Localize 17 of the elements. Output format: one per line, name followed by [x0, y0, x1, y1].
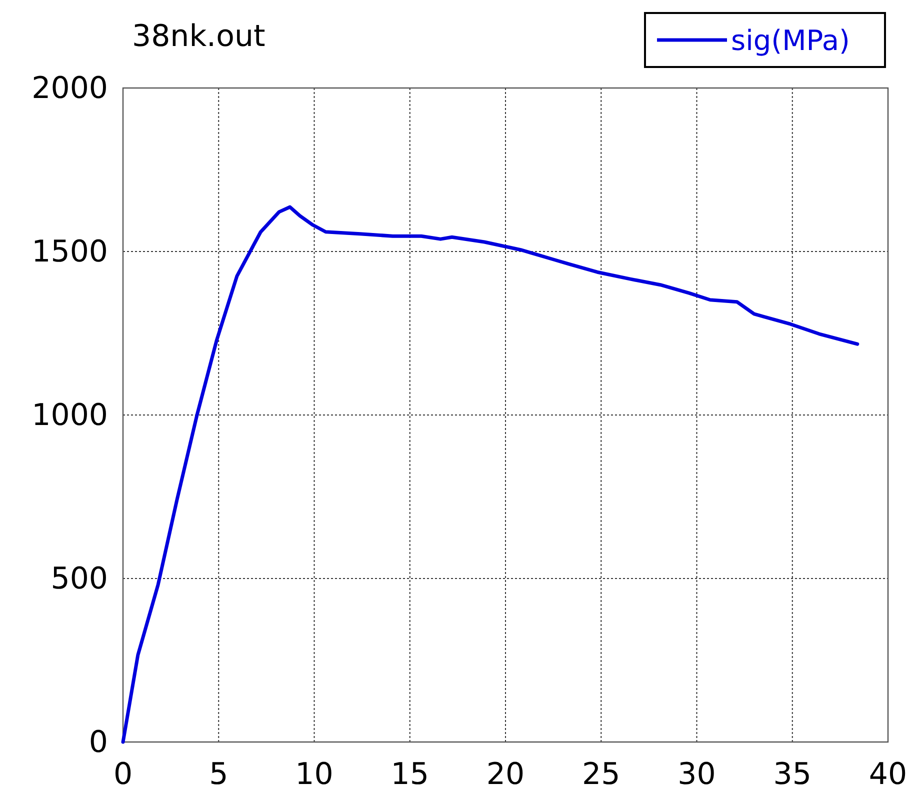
x-tick-label: 15: [390, 757, 429, 792]
x-tick-label: 25: [582, 757, 620, 792]
x-tick-label: 35: [773, 757, 812, 792]
y-tick-label: 2000: [32, 71, 108, 106]
y-tick-label: 1500: [32, 234, 108, 270]
y-tick-label: 500: [50, 562, 108, 596]
chart-title: 38nk.out: [132, 19, 266, 54]
legend-label: sig(MPa): [731, 24, 850, 57]
x-tick-label: 20: [486, 757, 525, 792]
x-tick-label: 30: [678, 757, 716, 792]
x-tick-label: 5: [209, 757, 228, 792]
x-tick-label: 10: [295, 757, 334, 792]
line-series: [121, 205, 860, 744]
x-tick-label: 0: [113, 757, 133, 792]
y-tick-label: 1000: [32, 398, 108, 433]
x-tick-label: 40: [868, 757, 908, 792]
y-tick-label: 0: [88, 725, 108, 760]
